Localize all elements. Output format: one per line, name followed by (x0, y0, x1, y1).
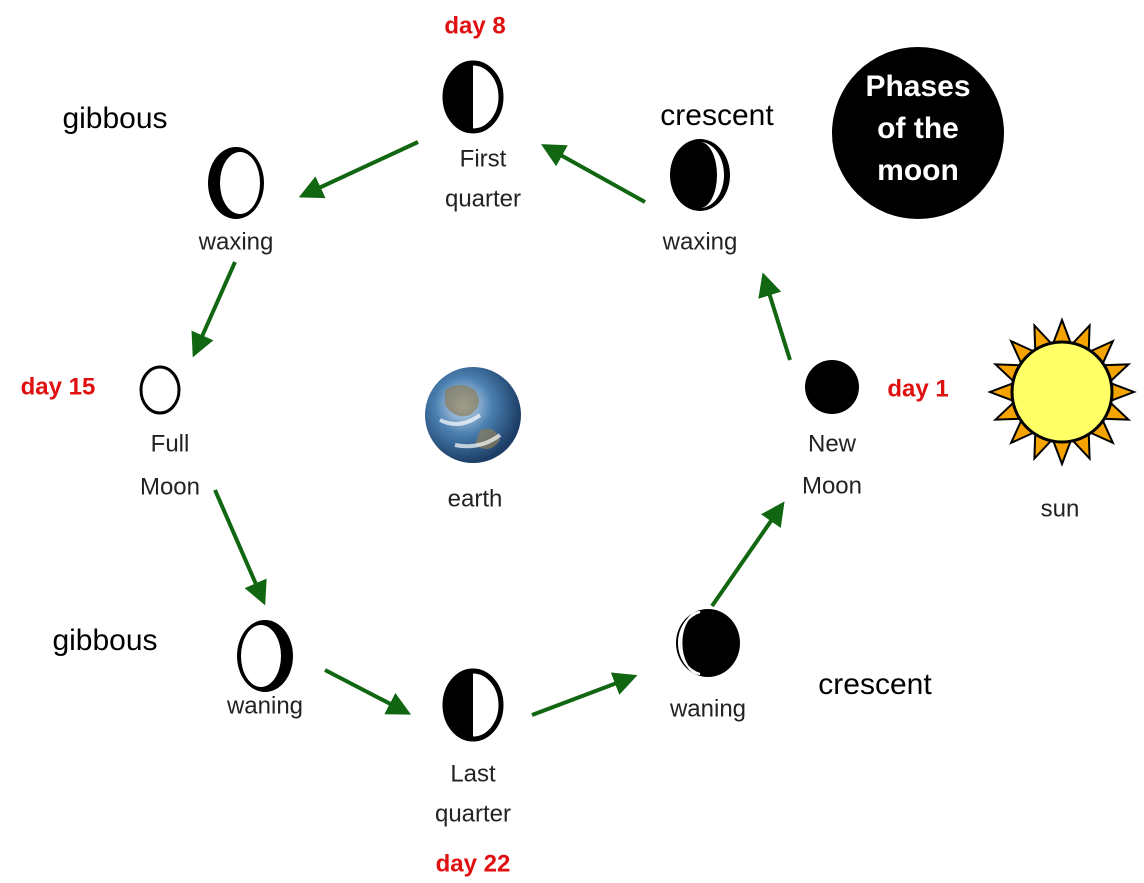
phase-label: First (460, 145, 507, 172)
phase-note: gibbous (52, 624, 157, 657)
moon-waxing-gibbous (208, 147, 264, 219)
phase-note: gibbous (62, 102, 167, 135)
moon-last-quarter (445, 671, 501, 739)
moon-waning-gibbous (237, 620, 293, 692)
phase-label: waxing (662, 228, 738, 255)
day-label: day 8 (444, 12, 505, 39)
title: moon (877, 154, 959, 187)
day-label: day 15 (21, 373, 96, 400)
day-label: day 1 (887, 375, 948, 402)
phase-label: Moon (140, 473, 200, 500)
phase-label: New (808, 430, 857, 457)
sun-label: sun (1041, 495, 1080, 522)
phase-label: Moon (802, 472, 862, 499)
phase-label: waning (226, 692, 303, 719)
diagram: Phases of the moon New Moon day 1 waxing… (0, 0, 1144, 883)
phase-label: waxing (198, 228, 274, 255)
moon-new (805, 360, 859, 414)
earth-icon (425, 367, 521, 463)
phase-note: crescent (818, 668, 932, 701)
moon-first-quarter (445, 63, 501, 131)
sun-icon (990, 320, 1134, 464)
phase-label: quarter (445, 185, 521, 212)
title: of the (877, 112, 959, 145)
title: Phases (865, 70, 970, 103)
phase-label: quarter (435, 800, 511, 827)
phase-note: crescent (660, 99, 774, 132)
earth-label: earth (448, 485, 503, 512)
moon-waning-crescent (676, 609, 740, 677)
phase-label: Last (450, 760, 496, 787)
day-label: day 22 (436, 850, 511, 877)
phase-label: Full (151, 430, 190, 457)
phase-label: waning (669, 695, 746, 722)
moon-full (141, 367, 179, 413)
moon-waxing-crescent (670, 139, 730, 211)
